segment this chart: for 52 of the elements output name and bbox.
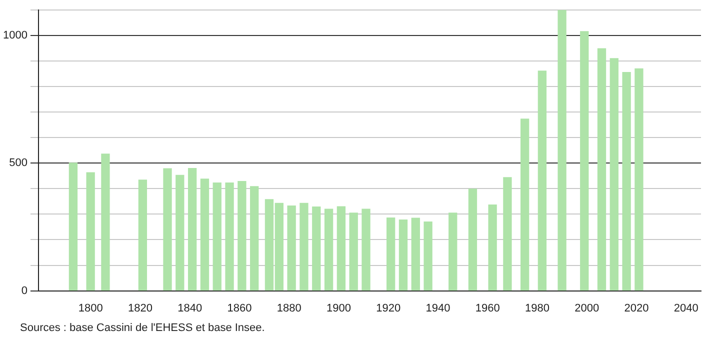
- bar: [336, 206, 346, 291]
- x-tick-label: 1800: [78, 302, 103, 314]
- x-tick-label: 1840: [178, 302, 202, 314]
- bar: [622, 72, 631, 291]
- bar: [138, 180, 148, 291]
- bar: [312, 206, 321, 291]
- bar: [610, 58, 618, 291]
- bar: [176, 174, 184, 291]
- bar: [212, 182, 222, 291]
- x-tick-label: 2000: [574, 302, 600, 314]
- bar: [580, 31, 589, 291]
- bar: [324, 208, 334, 291]
- bar: [287, 205, 296, 291]
- source-note: Sources : base Cassini de l'EHESS et base Insee.: [20, 322, 265, 334]
- x-tick-label: 2040: [674, 302, 698, 314]
- x-tick-label: 1920: [376, 302, 401, 314]
- bar: [86, 172, 95, 291]
- bar: [558, 10, 566, 291]
- bar: [250, 186, 259, 291]
- bar: [468, 188, 478, 291]
- bar: [68, 162, 78, 291]
- x-tick-label: 1980: [524, 302, 550, 314]
- x-tick-label: 1960: [475, 302, 500, 314]
- bar: [634, 68, 644, 291]
- bar: [411, 218, 420, 291]
- bar: [424, 222, 432, 291]
- bar: [163, 168, 172, 291]
- bar: [398, 220, 408, 291]
- bar: [238, 180, 246, 291]
- y-tick-label: 500: [9, 157, 28, 170]
- bar: [488, 204, 497, 291]
- y-tick-label: 0: [21, 284, 28, 297]
- x-tick-label: 1820: [128, 302, 152, 314]
- bar: [538, 70, 547, 291]
- bar: [225, 182, 234, 291]
- y-tick-label: 1000: [2, 30, 28, 42]
- bar: [520, 118, 530, 291]
- x-tick-label: 2020: [624, 302, 649, 314]
- bar: [349, 212, 358, 291]
- x-tick-label: 1860: [227, 302, 252, 314]
- bar: [300, 202, 308, 291]
- x-tick-label: 1940: [426, 302, 450, 314]
- bar: [188, 168, 197, 291]
- bar: [101, 154, 110, 291]
- bar: [597, 48, 606, 291]
- bar: [386, 217, 396, 291]
- x-tick-label: 1900: [326, 302, 351, 314]
- bar: [448, 212, 458, 291]
- bar: [503, 177, 512, 291]
- bar: [362, 208, 370, 291]
- bar: [200, 178, 210, 291]
- x-tick-label: 1880: [276, 302, 302, 314]
